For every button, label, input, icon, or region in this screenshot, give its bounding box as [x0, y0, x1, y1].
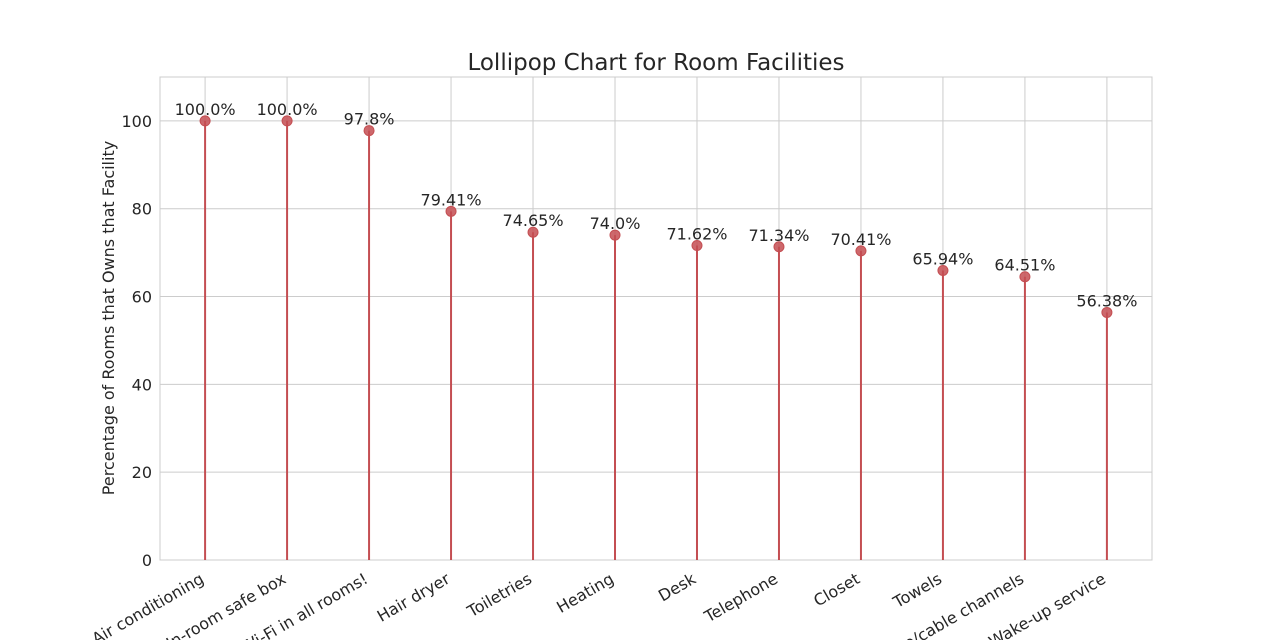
y-tick-label: 20: [132, 463, 152, 482]
value-label: 74.65%: [503, 211, 564, 230]
marker: [281, 115, 293, 127]
y-tick-label: 60: [132, 288, 152, 307]
value-label: 79.41%: [421, 190, 482, 209]
marker: [1101, 306, 1113, 318]
value-label: 65.94%: [912, 249, 973, 268]
x-tick-label: Desk: [655, 569, 700, 606]
value-label: 100.0%: [257, 100, 318, 119]
marker: [527, 226, 539, 238]
marker: [855, 245, 867, 257]
value-label: 71.34%: [748, 226, 809, 245]
x-tick-label: Towels: [889, 569, 945, 612]
y-tick-label: 100: [121, 112, 152, 131]
marker: [445, 205, 457, 217]
y-axis-label: Percentage of Rooms that Owns that Facil…: [99, 141, 118, 495]
value-label: 56.38%: [1076, 291, 1137, 310]
marker: [609, 229, 621, 241]
value-label: 64.51%: [994, 256, 1055, 275]
x-tick-label: Wi-Fi in all rooms!: [238, 569, 371, 640]
value-label: 70.41%: [830, 230, 891, 249]
value-label: 100.0%: [175, 100, 236, 119]
x-tick-label: Telephone: [700, 569, 781, 627]
marker: [1019, 271, 1031, 283]
x-tick-label: Closet: [810, 569, 863, 610]
value-label: 74.0%: [590, 214, 641, 233]
x-tick-label: Toiletries: [463, 569, 535, 621]
plot-frame: [159, 76, 1153, 561]
value-label: 97.8%: [344, 110, 395, 129]
x-tick-label: Hair dryer: [374, 569, 454, 626]
y-tick-label: 80: [132, 200, 152, 219]
y-tick-label: 0: [142, 551, 152, 570]
marker: [691, 240, 703, 252]
x-tick-label: Heating: [553, 569, 617, 617]
chart-title: Lollipop Chart for Room Facilities: [467, 50, 844, 76]
marker: [937, 264, 949, 276]
y-tick-label: 40: [132, 375, 152, 394]
marker: [363, 125, 375, 137]
marker: [773, 241, 785, 253]
marker: [199, 115, 211, 127]
value-label: 71.62%: [666, 225, 727, 244]
